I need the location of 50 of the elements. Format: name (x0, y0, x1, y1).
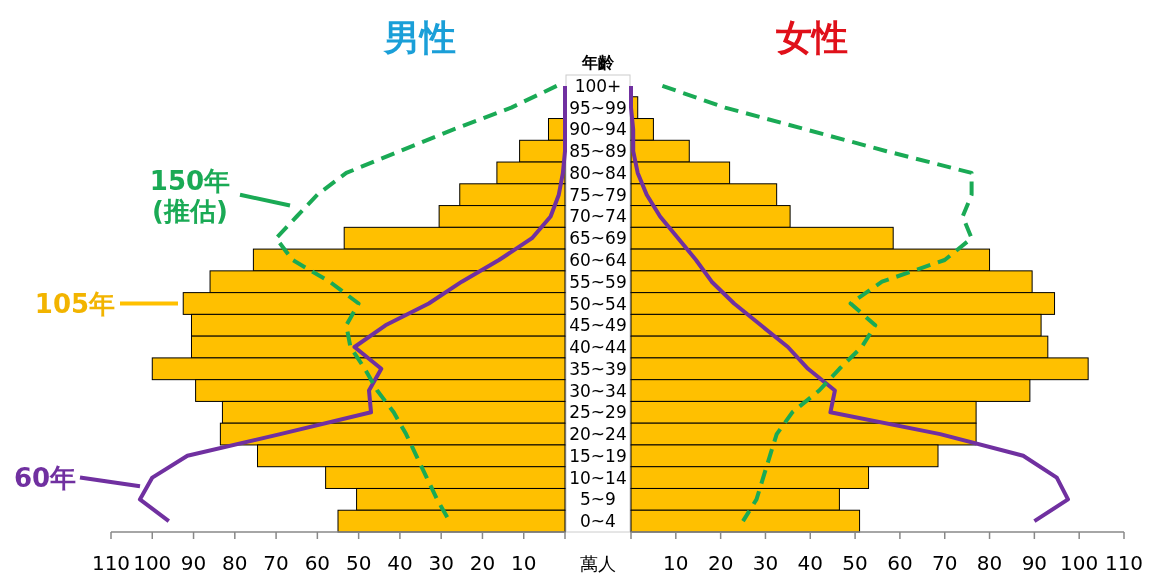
x-tick-label: 10 (663, 551, 689, 575)
chart-title: 男性 (383, 17, 456, 58)
x-tick-label: 60 (304, 551, 331, 575)
x-tick-label: 50 (345, 551, 372, 575)
y-tick-label: 0~4 (580, 511, 616, 532)
x-tick-label: 110 (1104, 551, 1144, 575)
legend-label: 150年 (推估) (149, 165, 231, 226)
y-tick-label: 10~14 (569, 467, 627, 488)
y-tick-label: 65~69 (569, 228, 627, 249)
y-tick-label: 95~99 (569, 97, 627, 118)
x-tick-label: 90 (180, 551, 207, 575)
x-tick-label: 80 (222, 551, 248, 575)
x-tick-label: 40 (797, 551, 823, 575)
y-tick-label: 35~39 (569, 358, 627, 379)
y-tick-label: 75~79 (569, 184, 627, 205)
x-tick-label: 40 (387, 551, 413, 575)
y-tick-label: 60~64 (569, 249, 627, 270)
y-tick-label: 20~24 (569, 424, 627, 445)
y-tick-label: 15~19 (569, 445, 627, 466)
x-tick-label: 80 (976, 551, 1003, 575)
y-tick-label: 55~59 (569, 271, 627, 292)
x-tick-label: 20 (469, 551, 496, 575)
y-tick-label: 90~94 (569, 119, 627, 140)
y-tick-label: 100+ (574, 75, 622, 96)
y-tick-label: 25~29 (569, 402, 627, 423)
y-tick-label: 40~44 (569, 337, 627, 358)
legend-label: 60年 (13, 462, 77, 493)
x-tick-label: 50 (842, 551, 868, 575)
y-tick-label: 30~34 (569, 380, 627, 401)
y-tick-label: 70~74 (569, 206, 627, 227)
x-tick-label: 30 (428, 551, 454, 575)
chart-title: 女性 (776, 17, 848, 58)
x-tick-label: 10 (511, 551, 537, 575)
y-tick-label: 50~54 (569, 293, 627, 314)
y-tick-label: 80~84 (569, 162, 627, 183)
x-tick-label: 100 (1060, 551, 1099, 575)
x-tick-label: 70 (932, 551, 958, 575)
y-axis-title: 年齡 (581, 53, 615, 72)
x-tick-label: 70 (263, 551, 289, 575)
y-tick-label: 45~49 (569, 315, 627, 336)
legend-label: 105年 (34, 288, 116, 319)
x-tick-label: 110 (91, 551, 131, 575)
x-tick-label: 90 (1021, 551, 1048, 575)
x-tick-label: 100 (133, 551, 172, 575)
y-tick-label: 85~89 (569, 141, 627, 162)
x-axis-title: 萬人 (580, 553, 616, 574)
y-tick-label: 5~9 (580, 489, 616, 510)
x-tick-label: 60 (887, 551, 913, 575)
x-tick-label: 20 (707, 551, 734, 575)
x-tick-label: 30 (752, 551, 779, 575)
